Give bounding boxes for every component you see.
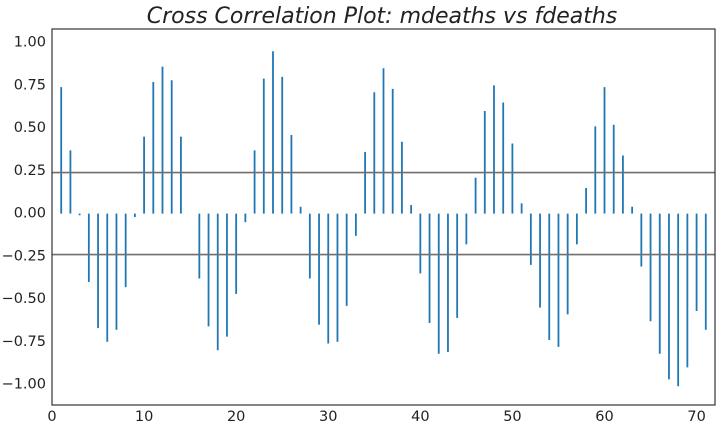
chart-title: Cross Correlation Plot: mdeaths vs fdeat… — [147, 4, 618, 29]
x-axis: 0 10 20 30 40 50 60 70 — [47, 409, 705, 425]
y-axis: 1.00 0.75 0.50 0.25 0.00 −0.25 −0.50 −0.75 −1.00 — [2, 35, 46, 393]
x-tick-label: 0 — [47, 409, 56, 425]
y-tick-label: 0.75 — [14, 77, 46, 93]
x-tick-label: 50 — [503, 409, 521, 425]
y-tick-label: 0.25 — [14, 163, 46, 179]
y-tick-label: −0.50 — [2, 291, 46, 307]
y-tick-label: 0.00 — [14, 206, 46, 222]
y-tick-label: 1.00 — [14, 35, 46, 51]
x-tick-label: 20 — [227, 409, 245, 425]
x-tick-label: 70 — [687, 409, 705, 425]
plot-frame — [51, 28, 716, 406]
y-tick-label: 0.50 — [14, 120, 46, 136]
x-tick-label: 10 — [135, 409, 153, 425]
x-tick-label: 30 — [319, 409, 337, 425]
x-tick-label: 40 — [411, 409, 429, 425]
correlation-bars — [60, 51, 707, 387]
confidence-lines — [52, 171, 715, 256]
y-tick-label: −0.75 — [2, 334, 46, 350]
y-tick-label: −1.00 — [2, 376, 46, 392]
y-tick-label: −0.25 — [2, 248, 46, 264]
x-tick-label: 60 — [595, 409, 613, 425]
